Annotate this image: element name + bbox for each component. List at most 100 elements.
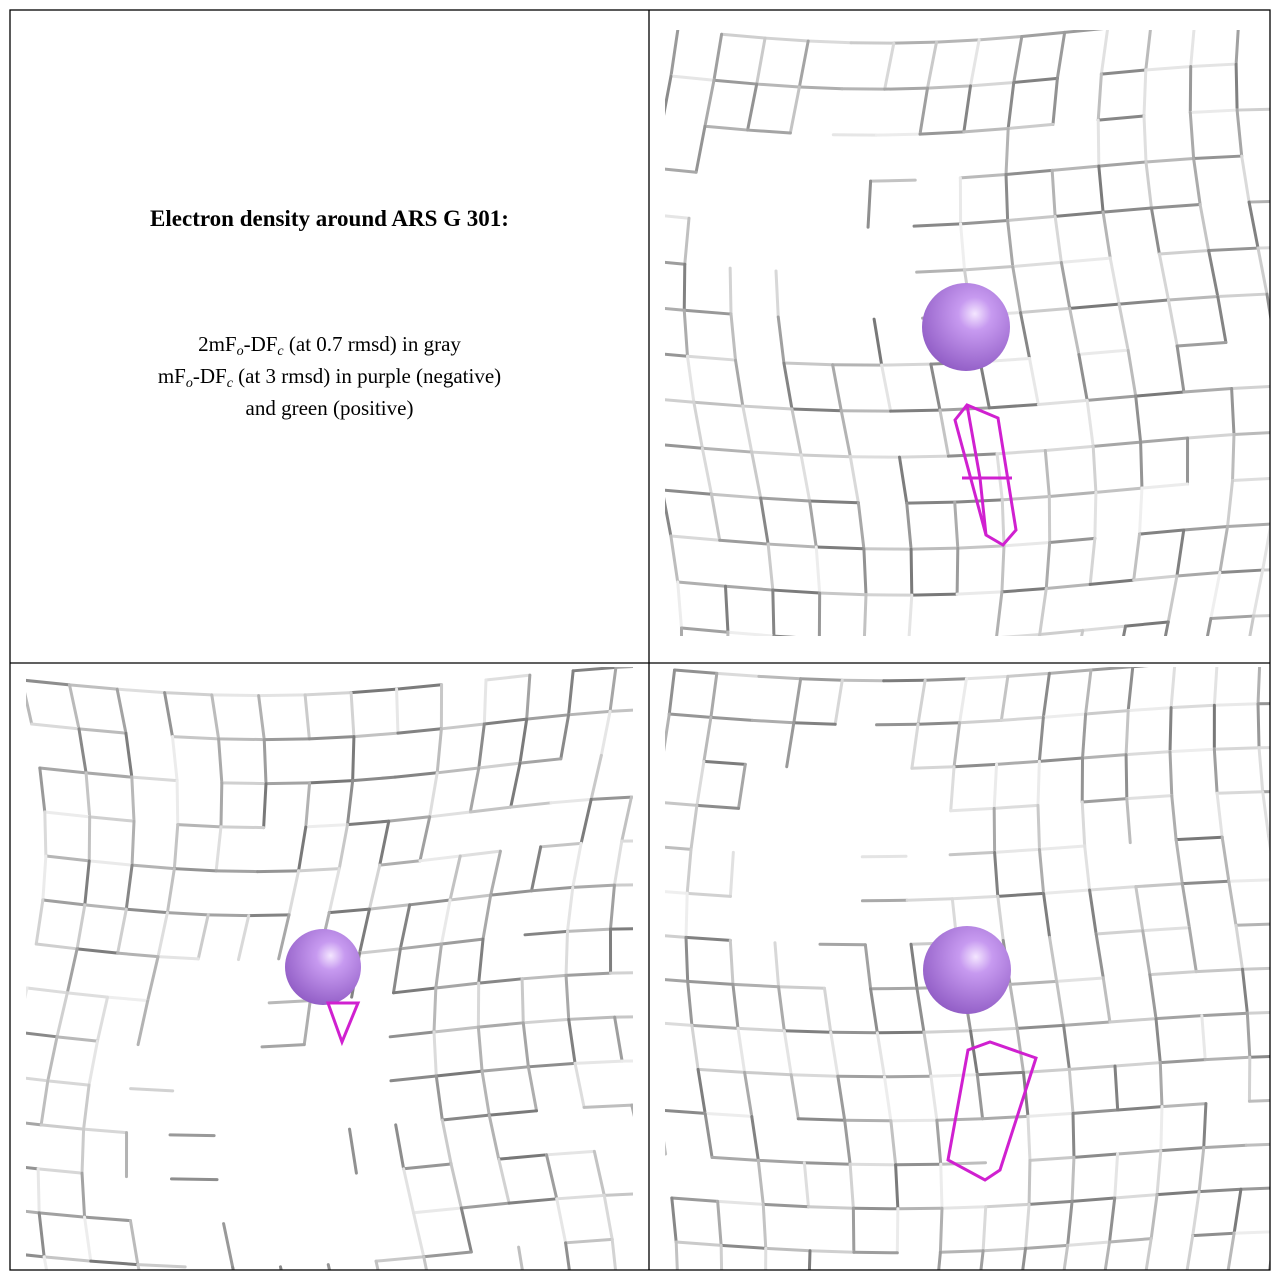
mesh-line bbox=[728, 266, 733, 316]
mesh-line bbox=[589, 795, 633, 801]
mesh-line bbox=[1097, 164, 1105, 214]
mesh-line bbox=[731, 982, 740, 1030]
mesh-line bbox=[26, 692, 34, 726]
mesh-line bbox=[836, 1074, 886, 1079]
mesh-line bbox=[1101, 976, 1112, 1024]
mesh-line bbox=[1169, 667, 1177, 710]
mesh-line bbox=[1261, 568, 1270, 572]
mesh-line bbox=[1139, 440, 1144, 490]
mesh-line bbox=[396, 727, 443, 735]
mesh-line bbox=[910, 592, 959, 597]
mesh-line bbox=[709, 492, 763, 500]
mesh-line bbox=[1134, 885, 1145, 933]
mesh-line bbox=[840, 678, 886, 683]
mesh-line bbox=[652, 1066, 659, 1110]
mesh-line bbox=[802, 1161, 852, 1166]
mesh-line bbox=[1044, 540, 1052, 590]
mesh-line bbox=[1004, 172, 1010, 222]
mesh-line bbox=[750, 718, 796, 725]
mesh-line bbox=[530, 845, 543, 893]
mesh-line bbox=[1202, 1102, 1208, 1150]
mesh-line bbox=[214, 869, 260, 874]
mesh-line bbox=[1068, 306, 1081, 356]
mesh-line bbox=[0, 1252, 5, 1279]
mesh-line bbox=[1028, 356, 1040, 406]
mesh-line bbox=[975, 1070, 1025, 1077]
mesh-line bbox=[163, 691, 174, 739]
mesh-line bbox=[567, 1015, 617, 1021]
mesh-line bbox=[863, 943, 873, 991]
mesh-line bbox=[1234, 62, 1239, 112]
mesh-line bbox=[729, 312, 737, 362]
mesh-line bbox=[297, 867, 341, 873]
mesh-line bbox=[1175, 571, 1222, 578]
mesh-line bbox=[651, 665, 658, 709]
mesh-line bbox=[608, 667, 618, 713]
mesh-line bbox=[523, 929, 569, 937]
mesh-line bbox=[1006, 122, 1055, 130]
caption-line: mFo-DFc (at 3 rmsd) in purple (negative) bbox=[10, 364, 649, 391]
mesh-line bbox=[774, 269, 780, 319]
mesh-line bbox=[1026, 1111, 1075, 1118]
mesh-line bbox=[790, 407, 803, 457]
mesh-line bbox=[1134, 390, 1186, 398]
mesh-line bbox=[1043, 444, 1095, 452]
mesh-line bbox=[1227, 879, 1238, 927]
mesh-line bbox=[1027, 1199, 1074, 1206]
mesh-line bbox=[703, 1111, 754, 1118]
mesh-line bbox=[83, 1215, 93, 1263]
mesh-line bbox=[130, 819, 136, 867]
mesh-line bbox=[1168, 750, 1174, 798]
mesh-line bbox=[482, 678, 488, 726]
mesh-line bbox=[1154, 1017, 1162, 1065]
mesh-line bbox=[653, 122, 662, 168]
mesh-line bbox=[1038, 628, 1085, 636]
mesh-line bbox=[1019, 310, 1032, 360]
mesh-line bbox=[1048, 536, 1097, 544]
mesh-line bbox=[1132, 532, 1142, 582]
mesh-line bbox=[1125, 794, 1174, 801]
mesh-line bbox=[489, 889, 534, 897]
mesh-line bbox=[1021, 1246, 1028, 1270]
mesh-line bbox=[128, 1219, 140, 1267]
mesh-line bbox=[520, 973, 568, 981]
mesh-line bbox=[573, 1061, 586, 1109]
mesh-line bbox=[408, 898, 452, 907]
mesh-line bbox=[1163, 620, 1170, 636]
mesh-line bbox=[797, 85, 844, 91]
mesh-line bbox=[247, 913, 291, 918]
mesh-line bbox=[176, 823, 223, 829]
mesh-line bbox=[1083, 844, 1092, 892]
mesh-line bbox=[75, 903, 87, 951]
mesh-line bbox=[1234, 30, 1240, 66]
mesh-line bbox=[665, 74, 673, 116]
mesh-line bbox=[981, 1246, 1028, 1253]
mesh-line bbox=[918, 130, 966, 136]
mesh-line bbox=[278, 1265, 283, 1270]
mesh-line bbox=[303, 693, 311, 741]
mesh-line bbox=[434, 981, 481, 990]
mesh-line bbox=[374, 1255, 426, 1263]
mesh-line bbox=[953, 498, 1004, 504]
mesh-line bbox=[1216, 295, 1228, 345]
mesh-line bbox=[782, 361, 835, 367]
mesh-line bbox=[170, 735, 221, 741]
mesh-line bbox=[1257, 746, 1265, 794]
mesh-line bbox=[477, 977, 524, 985]
mesh-line bbox=[1252, 614, 1270, 618]
mesh-line bbox=[963, 264, 1015, 272]
mesh-line bbox=[1191, 1231, 1236, 1238]
mesh-line bbox=[665, 496, 673, 538]
mesh-line bbox=[843, 1118, 893, 1123]
mesh-line bbox=[1198, 203, 1211, 253]
mesh-line bbox=[1053, 214, 1063, 264]
mesh-line bbox=[1085, 398, 1095, 448]
mesh-line bbox=[175, 779, 180, 827]
mesh-line bbox=[1116, 1105, 1164, 1112]
mesh-line bbox=[402, 1162, 453, 1171]
mesh-line bbox=[589, 753, 603, 801]
mesh-line bbox=[392, 947, 402, 995]
mesh-line bbox=[612, 883, 633, 887]
subscript: o bbox=[236, 344, 244, 359]
mesh-line bbox=[1026, 1114, 1032, 1162]
